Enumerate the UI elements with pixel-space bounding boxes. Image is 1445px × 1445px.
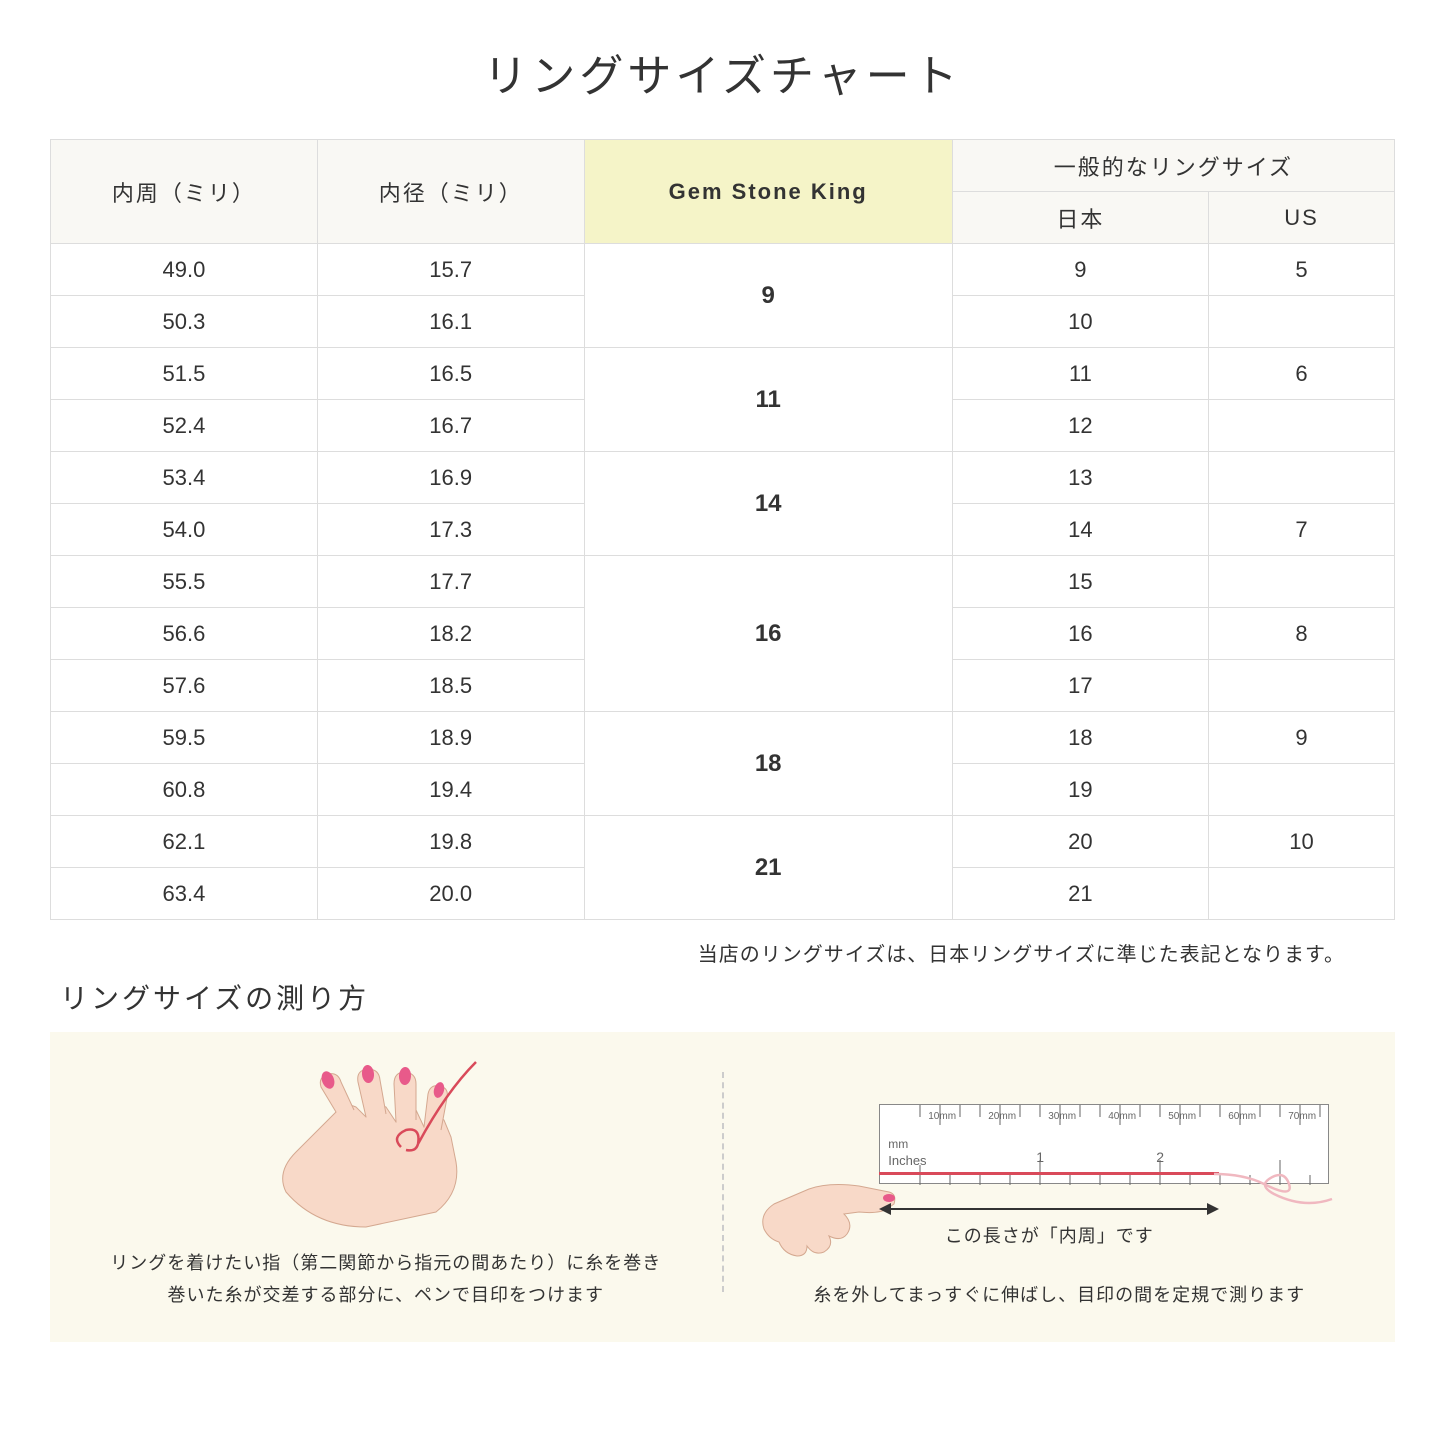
cell-us [1209,400,1395,452]
pointing-hand-icon [759,1154,899,1264]
cell-japan: 21 [952,868,1208,920]
instruction-right-section: mm Inches [754,1052,1366,1312]
cell-circumference: 52.4 [51,400,318,452]
cell-japan: 12 [952,400,1208,452]
page-title: リングサイズチャート [50,40,1395,104]
cell-circumference: 55.5 [51,556,318,608]
cell-gsk: 16 [584,556,952,712]
cell-us [1209,556,1395,608]
header-us: US [1209,192,1395,244]
cell-japan: 16 [952,608,1208,660]
cell-japan: 17 [952,660,1208,712]
cell-us: 7 [1209,504,1395,556]
cell-us [1209,868,1395,920]
cell-diameter: 16.1 [317,296,584,348]
cell-us [1209,764,1395,816]
cell-diameter: 16.7 [317,400,584,452]
cell-us [1209,452,1395,504]
cell-japan: 13 [952,452,1208,504]
cell-japan: 14 [952,504,1208,556]
header-gsk: Gem Stone King [584,140,952,244]
chart-note: 当店のリングサイズは、日本リングサイズに準じた表記となります。 [50,938,1395,967]
cell-circumference: 56.6 [51,608,318,660]
table-row: 53.416.91413 [51,452,1395,504]
table-row: 62.119.8212010 [51,816,1395,868]
cell-diameter: 19.4 [317,764,584,816]
header-japan: 日本 [952,192,1208,244]
cell-japan: 10 [952,296,1208,348]
header-diameter: 内径（ミリ） [317,140,584,244]
table-row: 51.516.511116 [51,348,1395,400]
thread-curl-icon [1214,1154,1334,1214]
cell-us: 8 [1209,608,1395,660]
cell-circumference: 49.0 [51,244,318,296]
cell-circumference: 50.3 [51,296,318,348]
cell-gsk: 14 [584,452,952,556]
table-row: 59.518.918189 [51,712,1395,764]
mm-mark: 50mm [1168,1111,1196,1122]
mm-mark: 10mm [928,1111,956,1122]
thread-line [879,1172,1219,1175]
mm-mark: 30mm [1048,1111,1076,1122]
mm-mark: 20mm [988,1111,1016,1122]
table-row: 55.517.71615 [51,556,1395,608]
cell-us [1209,660,1395,712]
ruler-illustration: mm Inches [779,1104,1339,1264]
cell-circumference: 54.0 [51,504,318,556]
cell-us: 10 [1209,816,1395,868]
cell-diameter: 15.7 [317,244,584,296]
arrow-label: この長さが「内周」です [879,1222,1219,1248]
cell-diameter: 20.0 [317,868,584,920]
cell-gsk: 9 [584,244,952,348]
cell-circumference: 59.5 [51,712,318,764]
cell-diameter: 18.2 [317,608,584,660]
mm-mark: 70mm [1288,1111,1316,1122]
hand-with-thread-icon [246,1052,526,1232]
cell-us: 5 [1209,244,1395,296]
cell-diameter: 16.9 [317,452,584,504]
cell-japan: 11 [952,348,1208,400]
measurement-arrow-icon [879,1199,1219,1219]
cell-circumference: 57.6 [51,660,318,712]
cell-diameter: 18.5 [317,660,584,712]
cell-diameter: 19.8 [317,816,584,868]
instruction-right-text: 糸を外してまっすぐに伸ばし、目印の間を定規で測ります [813,1279,1305,1311]
cell-circumference: 53.4 [51,452,318,504]
cell-japan: 15 [952,556,1208,608]
cell-japan: 19 [952,764,1208,816]
cell-us: 9 [1209,712,1395,764]
table-row: 49.015.7995 [51,244,1395,296]
cell-us [1209,296,1395,348]
cell-gsk: 11 [584,348,952,452]
cell-diameter: 17.3 [317,504,584,556]
cell-circumference: 63.4 [51,868,318,920]
cell-diameter: 16.5 [317,348,584,400]
in-mark: 1 [1036,1149,1044,1165]
mm-mark: 40mm [1108,1111,1136,1122]
header-circumference: 内周（ミリ） [51,140,318,244]
cell-circumference: 62.1 [51,816,318,868]
cell-gsk: 18 [584,712,952,816]
instruction-left-text: リングを着けたい指（第二関節から指元の間あたり）に糸を巻き 巻いた糸が交差する部… [110,1247,661,1312]
instruction-panel: リングを着けたい指（第二関節から指元の間あたり）に糸を巻き 巻いた糸が交差する部… [50,1032,1395,1342]
cell-us: 6 [1209,348,1395,400]
header-general: 一般的なリングサイズ [952,140,1394,192]
cell-japan: 20 [952,816,1208,868]
cell-diameter: 17.7 [317,556,584,608]
measure-subtitle: リングサイズの測り方 [50,977,1395,1017]
cell-circumference: 51.5 [51,348,318,400]
cell-circumference: 60.8 [51,764,318,816]
cell-japan: 9 [952,244,1208,296]
divider [722,1072,724,1292]
instruction-left-section: リングを着けたい指（第二関節から指元の間あたり）に糸を巻き 巻いた糸が交差する部… [80,1052,692,1312]
in-mark: 2 [1156,1149,1164,1165]
cell-diameter: 18.9 [317,712,584,764]
size-chart-table: 内周（ミリ） 内径（ミリ） Gem Stone King 一般的なリングサイズ … [50,139,1395,920]
cell-gsk: 21 [584,816,952,920]
mm-mark: 60mm [1228,1111,1256,1122]
cell-japan: 18 [952,712,1208,764]
